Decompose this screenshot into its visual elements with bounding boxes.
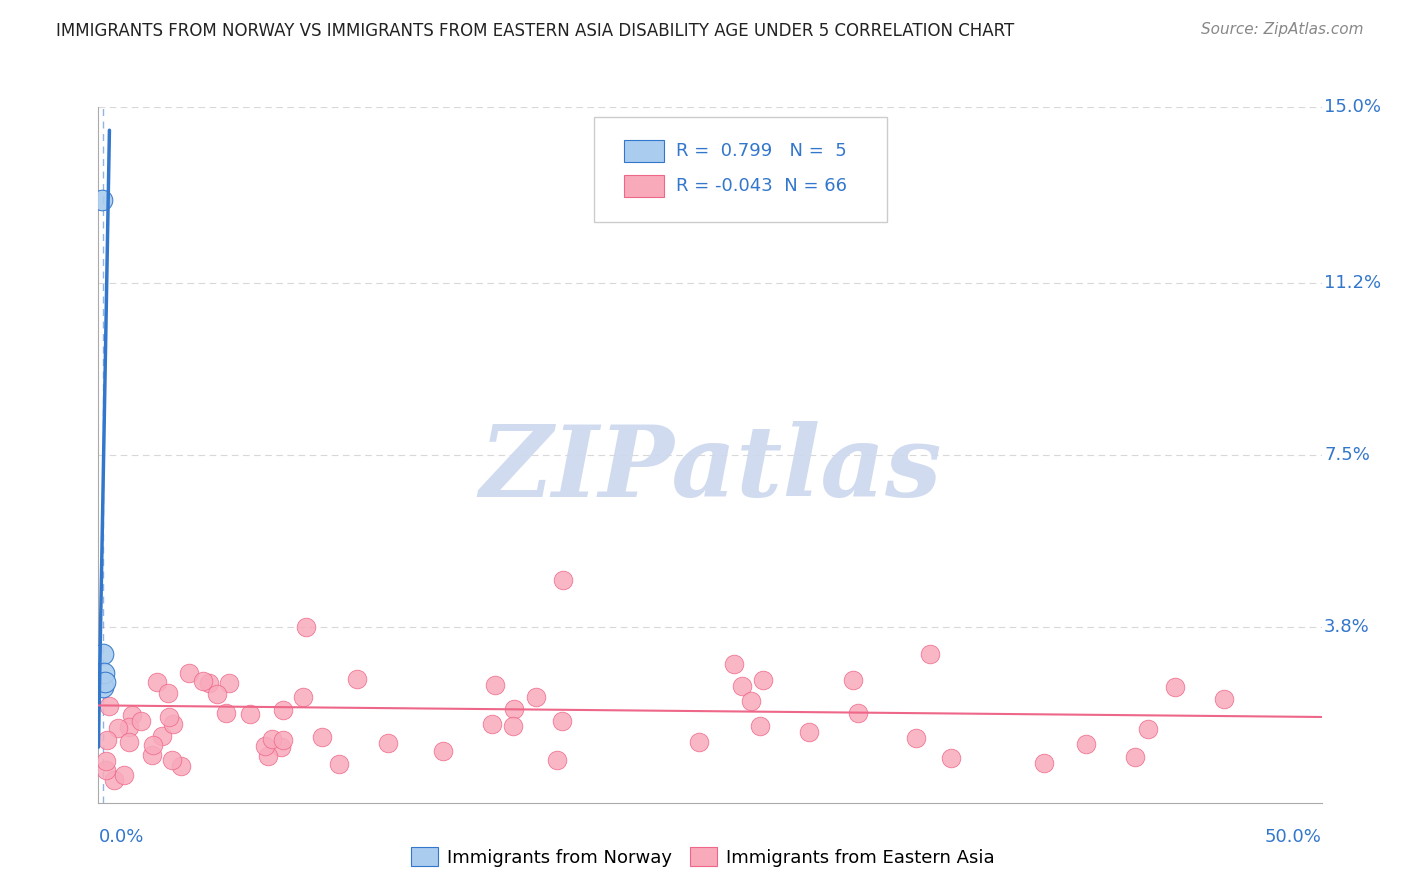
Point bbox=[1213, 692, 1236, 706]
Point bbox=[377, 736, 399, 750]
Point bbox=[546, 754, 568, 768]
Point bbox=[94, 754, 117, 768]
Point bbox=[346, 672, 368, 686]
FancyBboxPatch shape bbox=[593, 118, 887, 222]
Point bbox=[553, 573, 575, 587]
Point bbox=[1164, 680, 1187, 694]
Point bbox=[920, 648, 942, 662]
Text: ZIPatlas: ZIPatlas bbox=[479, 421, 941, 517]
FancyBboxPatch shape bbox=[624, 175, 664, 197]
Point bbox=[91, 648, 114, 662]
Point bbox=[91, 193, 114, 207]
Point bbox=[98, 699, 121, 714]
Point bbox=[328, 757, 350, 772]
Text: 7.5%: 7.5% bbox=[1324, 446, 1369, 464]
Text: 11.2%: 11.2% bbox=[1324, 275, 1381, 293]
Point bbox=[731, 679, 754, 693]
Point bbox=[502, 719, 524, 733]
Point bbox=[551, 714, 574, 729]
Point bbox=[688, 734, 710, 748]
Point bbox=[723, 657, 745, 671]
Point bbox=[1123, 749, 1146, 764]
Point bbox=[193, 674, 215, 689]
Text: 3.8%: 3.8% bbox=[1324, 617, 1369, 635]
Point bbox=[141, 748, 163, 763]
Point bbox=[218, 676, 240, 690]
Point bbox=[484, 678, 506, 692]
Point bbox=[846, 706, 869, 721]
Point bbox=[93, 675, 115, 690]
Point bbox=[503, 702, 526, 716]
Point bbox=[239, 706, 262, 721]
Text: Source: ZipAtlas.com: Source: ZipAtlas.com bbox=[1201, 22, 1364, 37]
Point bbox=[524, 690, 547, 705]
Point bbox=[118, 734, 141, 748]
Point bbox=[157, 710, 180, 724]
Point bbox=[96, 764, 118, 778]
Point bbox=[256, 749, 278, 764]
Point bbox=[112, 768, 135, 782]
Point bbox=[260, 731, 283, 746]
Text: 50.0%: 50.0% bbox=[1265, 828, 1322, 846]
Text: IMMIGRANTS FROM NORWAY VS IMMIGRANTS FROM EASTERN ASIA DISABILITY AGE UNDER 5 CO: IMMIGRANTS FROM NORWAY VS IMMIGRANTS FRO… bbox=[56, 22, 1015, 40]
Point bbox=[129, 714, 152, 728]
Point bbox=[295, 619, 318, 633]
Text: 15.0%: 15.0% bbox=[1324, 98, 1381, 116]
Point bbox=[103, 772, 125, 787]
Point bbox=[1137, 723, 1160, 737]
Point bbox=[311, 730, 333, 744]
Point bbox=[432, 744, 454, 758]
Point bbox=[292, 690, 315, 704]
Point bbox=[752, 673, 775, 687]
Point bbox=[197, 675, 219, 690]
Point bbox=[941, 751, 963, 765]
Point bbox=[96, 732, 118, 747]
Point bbox=[1032, 756, 1054, 771]
Text: 0.0%: 0.0% bbox=[98, 828, 143, 846]
Point bbox=[107, 721, 129, 735]
Point bbox=[157, 686, 180, 700]
Point bbox=[142, 738, 165, 752]
Point bbox=[177, 666, 200, 681]
Point bbox=[481, 716, 503, 731]
Point bbox=[1074, 737, 1097, 751]
Point bbox=[254, 739, 277, 753]
Legend: Immigrants from Norway, Immigrants from Eastern Asia: Immigrants from Norway, Immigrants from … bbox=[404, 840, 1002, 874]
Point bbox=[93, 665, 115, 680]
Point bbox=[215, 706, 238, 720]
Point bbox=[841, 673, 863, 688]
Point bbox=[170, 758, 193, 772]
Point bbox=[160, 753, 183, 767]
Text: R =  0.799   N =  5: R = 0.799 N = 5 bbox=[676, 142, 846, 160]
Point bbox=[121, 708, 143, 723]
Point bbox=[146, 674, 169, 689]
Point bbox=[271, 703, 294, 717]
Text: R = -0.043  N = 66: R = -0.043 N = 66 bbox=[676, 177, 846, 194]
Point bbox=[118, 720, 141, 734]
Point bbox=[273, 733, 295, 747]
Point bbox=[740, 694, 762, 708]
Point bbox=[150, 729, 173, 743]
Point bbox=[904, 731, 927, 746]
Point bbox=[797, 725, 820, 739]
Point bbox=[748, 719, 770, 733]
Point bbox=[270, 739, 292, 754]
FancyBboxPatch shape bbox=[624, 140, 664, 162]
Point bbox=[207, 687, 229, 701]
Point bbox=[91, 680, 114, 694]
Point bbox=[162, 716, 184, 731]
